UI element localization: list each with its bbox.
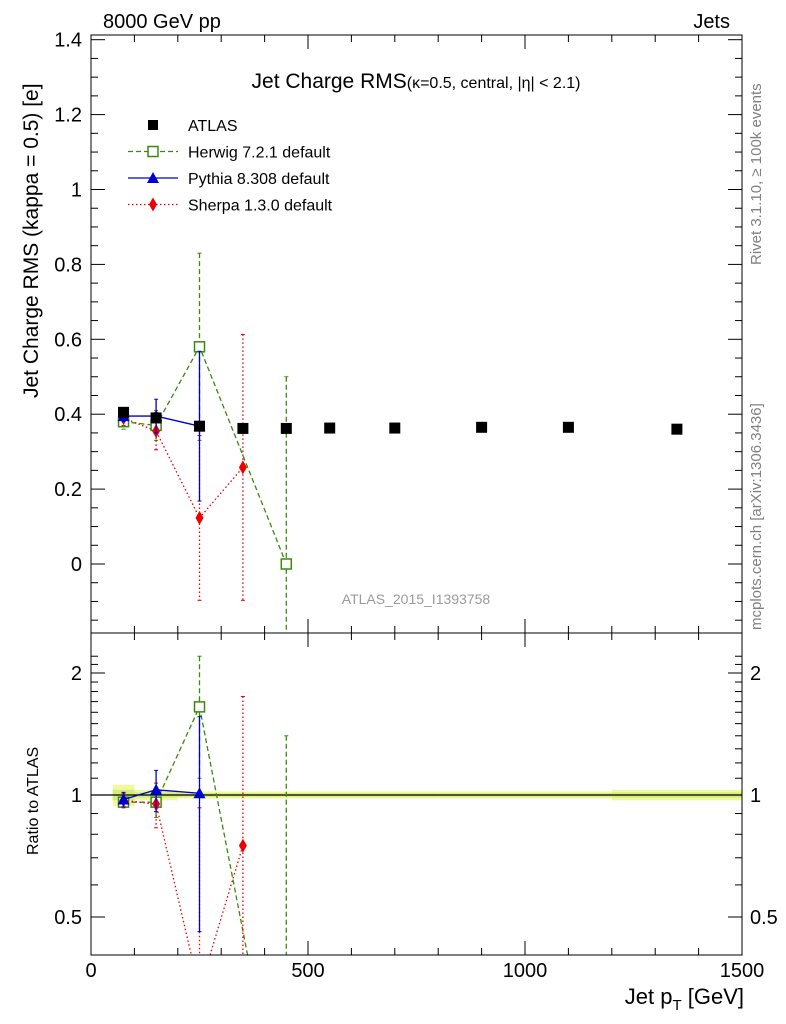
chart-title-main: Jet Charge RMS (252, 70, 407, 93)
sherpa-point (238, 460, 247, 475)
ratio-frame (90, 632, 743, 956)
x-axis-label-part: Jet p (625, 984, 673, 1009)
y-tick-label: 1 (71, 180, 82, 202)
analysis-label: ATLAS_2015_I1393758 (342, 591, 491, 607)
y-tick-label: 0.8 (54, 254, 82, 276)
mcplots-label: mcplots.cern.ch [arXiv:1306.3436] (748, 403, 765, 630)
x-axis-label-part: T (672, 997, 681, 1014)
main-tick-labels: 0 0.2 0.4 0.6 0.8 1 1.2 1.4 (54, 30, 82, 576)
y-tick-label: 1.4 (54, 30, 82, 52)
ratio-tick-label-right: 2 (750, 663, 761, 685)
ratio-tick-label-right: 0.5 (750, 907, 778, 929)
legend-atlas-marker (148, 120, 158, 130)
pythia-ratio-point (150, 783, 163, 795)
y-tick-label: 0.2 (54, 479, 82, 501)
y-tick-label: 0 (71, 554, 82, 576)
chart-title: Jet Charge RMS(κ=0.5, central, |η| < 2.1… (252, 70, 581, 93)
herwig-ratio-line (123, 706, 249, 956)
atlas-point (389, 422, 401, 434)
atlas-point (671, 423, 683, 435)
y-axis-label: Jet Charge RMS (kappa = 0.5) [e] (20, 83, 43, 398)
atlas-point (280, 422, 292, 434)
legend: ATLAS Herwig 7.2.1 default Pythia 8.308 de… (128, 118, 333, 215)
ratio-tick-label: 0.5 (54, 907, 82, 929)
x-tick-label: 1500 (720, 960, 765, 982)
chart-title-suffix: (κ=0.5, central, |η| < 2.1) (407, 75, 581, 92)
herwig-line (123, 345, 287, 565)
ratio-series (117, 655, 289, 956)
atlas-point (194, 420, 205, 432)
herwig-ratio-point (193, 701, 206, 713)
ratio-tick-label: 1 (71, 785, 82, 807)
ratio-tick-label-right: 1 (750, 785, 761, 807)
y-tick-label: 0.6 (54, 329, 82, 351)
legend-sherpa-marker (149, 197, 157, 212)
ratio-tick-labels: 0.5 0.5 1 1 2 2 (54, 663, 778, 929)
main-series (117, 252, 683, 633)
legend-sherpa-label: Sherpa 1.3.0 default (188, 198, 333, 215)
legend-pythia-marker (147, 172, 159, 183)
ratio-panel: 0.5 0.5 1 1 2 2 (54, 632, 778, 956)
legend-herwig-marker (147, 145, 159, 158)
legend-pythia-label: Pythia 8.308 default (188, 171, 330, 188)
x-tick-label: 0 (85, 960, 96, 982)
main-panel: 0 0.2 0.4 0.6 0.8 1 1.2 1.4 (54, 30, 743, 634)
x-axis-label-part: [GeV] (682, 984, 744, 1009)
y-tick-label: 0.4 (54, 404, 82, 426)
header-right: Jets (693, 11, 730, 33)
atlas-point (118, 406, 130, 418)
x-tick-label: 1000 (503, 960, 548, 982)
atlas-point (562, 421, 574, 433)
pythia-ratio-point (193, 787, 206, 799)
pythia-ratio-point (117, 793, 130, 805)
legend-atlas-label: ATLAS (188, 118, 238, 135)
main-ticks (90, 35, 743, 633)
legend-herwig-label: Herwig 7.2.1 default (188, 145, 331, 162)
sherpa-ratio-point (238, 838, 247, 853)
atlas-point (237, 422, 249, 434)
x-tick-label: 500 (291, 960, 324, 982)
herwig-point (280, 558, 293, 570)
sherpa-ratio-line (123, 799, 244, 956)
herwig-point (193, 341, 206, 353)
x-tick-labels: 0 500 1000 1500 (85, 960, 764, 982)
atlas-point (476, 421, 488, 433)
pythia-ratio-line (123, 789, 200, 801)
header-left: 8000 GeV pp (103, 11, 221, 33)
ratio-uncertainty-band (91, 784, 742, 806)
atlas-point (150, 412, 162, 424)
sherpa-line (123, 417, 244, 520)
x-axis-label: Jet pT [GeV] (625, 984, 744, 1014)
y-tick-label: 1.2 (54, 105, 82, 127)
ratio-tick-label: 2 (71, 663, 82, 685)
atlas-point (324, 422, 336, 434)
rivet-label: Rivet 3.1.10, ≥ 100k events (748, 83, 765, 265)
ratio-y-axis-label: Ratio to ATLAS (25, 747, 42, 855)
sherpa-point (195, 510, 204, 525)
